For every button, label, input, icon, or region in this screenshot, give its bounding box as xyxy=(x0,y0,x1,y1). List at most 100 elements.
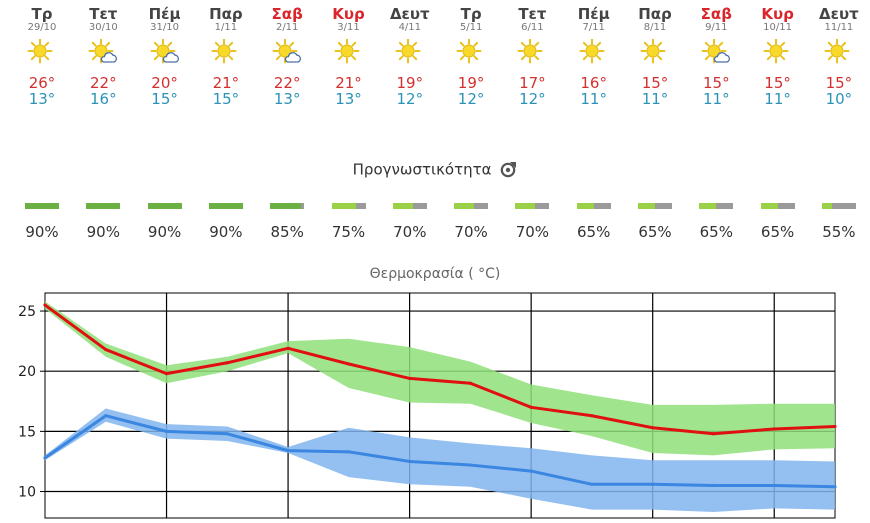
data-point-max[interactable] xyxy=(43,303,47,307)
forecastability-value: 90% xyxy=(86,223,120,241)
forecastability-value: 65% xyxy=(699,223,733,241)
day-column[interactable]: Σαβ 2/11 22° 13° xyxy=(256,5,318,108)
temperature-chart: 25 20 15 10 xyxy=(18,292,837,519)
max-temp: 20° xyxy=(151,74,178,92)
data-point-max[interactable] xyxy=(286,346,290,350)
forecastability-bar xyxy=(515,203,550,209)
day-name: Τρ xyxy=(31,5,53,23)
min-temp: 15° xyxy=(212,90,240,108)
data-point-min[interactable] xyxy=(651,482,655,486)
data-point-max[interactable] xyxy=(468,381,472,385)
data-point-max[interactable] xyxy=(772,427,776,431)
forecastability-bar xyxy=(576,203,611,209)
data-point-min[interactable] xyxy=(590,482,594,486)
forecastability-value: 55% xyxy=(822,223,856,241)
sun-icon xyxy=(579,39,605,64)
max-temp: 26° xyxy=(28,74,56,92)
data-point-max[interactable] xyxy=(590,414,594,418)
y-tick-label: 10 xyxy=(18,485,36,501)
min-temp: 11° xyxy=(641,90,669,108)
bar-fill xyxy=(576,203,594,209)
data-point-min[interactable] xyxy=(347,450,351,454)
bar-remainder xyxy=(716,203,734,209)
data-point-max[interactable] xyxy=(651,426,655,430)
forecastability-value: 70% xyxy=(515,223,550,241)
bar-remainder xyxy=(412,203,427,209)
data-point-max[interactable] xyxy=(408,376,412,381)
sun-icon xyxy=(27,39,53,64)
data-point-max[interactable] xyxy=(347,362,351,366)
day-column[interactable]: Τρ 5/11 19° 12° xyxy=(440,6,502,107)
day-column[interactable]: Τετ 30/10 22° 16° xyxy=(72,6,134,107)
day-column[interactable]: Σαβ 9/11 15° 11° xyxy=(685,5,747,108)
day-name: Παρ xyxy=(638,5,672,23)
data-point-min[interactable] xyxy=(529,469,533,473)
sun-cloud-icon xyxy=(701,39,731,64)
day-date: 1/11 xyxy=(214,22,238,33)
data-point-max[interactable] xyxy=(833,424,837,429)
day-column[interactable]: Δευτ 11/11 15° 10° xyxy=(808,6,870,108)
day-column[interactable]: Πέμ 7/11 16° 11° xyxy=(563,6,625,108)
day-name: Τετ xyxy=(89,5,118,23)
sun-cloud-icon xyxy=(150,39,179,64)
forecastability-bar xyxy=(821,203,856,209)
day-column[interactable]: Κυρ 3/11 21° 13° xyxy=(318,6,380,108)
sun-icon xyxy=(824,39,850,64)
temp-band-min xyxy=(45,408,835,512)
forecastability-value: 65% xyxy=(760,223,795,241)
max-temp: 22° xyxy=(90,74,117,92)
refresh-target-icon[interactable] xyxy=(500,161,517,178)
data-point-min[interactable] xyxy=(408,459,412,464)
day-column[interactable]: Παρ 8/11 15° 11° xyxy=(624,5,686,108)
data-point-min[interactable] xyxy=(286,449,290,453)
y-tick-label: 15 xyxy=(18,424,36,440)
day-column[interactable]: Πέμ 31/10 20° 15° xyxy=(134,5,196,108)
sun-icon xyxy=(211,39,237,64)
bar-fill xyxy=(270,203,302,209)
forecastability-bar xyxy=(760,203,795,209)
min-temp: 15° xyxy=(151,90,178,108)
forecastability-bar xyxy=(454,203,489,209)
day-date: 4/11 xyxy=(398,22,422,33)
day-column[interactable]: Δευτ 4/11 19° 12° xyxy=(379,6,441,108)
data-point-max[interactable] xyxy=(225,361,229,365)
data-point-max[interactable] xyxy=(529,405,533,409)
forecastability-bar xyxy=(392,203,427,209)
day-column[interactable]: Τρ 29/10 26° 13° xyxy=(11,6,73,107)
data-point-max[interactable] xyxy=(164,372,169,376)
data-point-min[interactable] xyxy=(468,463,472,467)
max-temp: 15° xyxy=(764,74,791,92)
data-point-min[interactable] xyxy=(104,414,108,418)
max-temp: 15° xyxy=(825,74,853,92)
day-name: Σαβ xyxy=(271,5,303,23)
data-point-min[interactable] xyxy=(43,456,47,460)
day-name: Σαβ xyxy=(700,5,732,23)
forecastability-bar xyxy=(208,203,243,209)
day-date: 30/10 xyxy=(88,22,118,33)
day-date: 5/11 xyxy=(459,22,483,33)
data-point-min[interactable] xyxy=(833,485,837,489)
day-column[interactable]: Τετ 6/11 17° 12° xyxy=(501,6,563,107)
forecastability-value: 65% xyxy=(638,223,672,241)
bar-fill xyxy=(208,203,243,209)
forecastability-value: 90% xyxy=(209,223,243,241)
data-point-min[interactable] xyxy=(772,483,776,488)
min-temp: 13° xyxy=(273,90,301,108)
data-point-min[interactable] xyxy=(225,432,229,436)
day-column[interactable]: Κυρ 10/11 15° 11° xyxy=(747,6,809,108)
data-point-max[interactable] xyxy=(711,432,716,436)
data-point-min[interactable] xyxy=(164,429,169,433)
forecastability-value: 75% xyxy=(331,223,366,241)
min-temp: 13° xyxy=(335,90,362,108)
data-point-max[interactable] xyxy=(104,347,108,352)
bar-fill xyxy=(331,203,356,209)
forecastability-value: 70% xyxy=(393,223,427,241)
day-column[interactable]: Παρ 1/11 21° 15° xyxy=(195,6,257,108)
forecastability-bar xyxy=(86,203,121,209)
min-temp: 10° xyxy=(825,90,853,108)
day-date: 29/10 xyxy=(27,22,57,33)
data-point-min[interactable] xyxy=(711,483,716,488)
min-temp: 12° xyxy=(396,90,424,108)
day-name: Πέμ xyxy=(148,5,181,23)
sun-icon xyxy=(640,39,666,64)
